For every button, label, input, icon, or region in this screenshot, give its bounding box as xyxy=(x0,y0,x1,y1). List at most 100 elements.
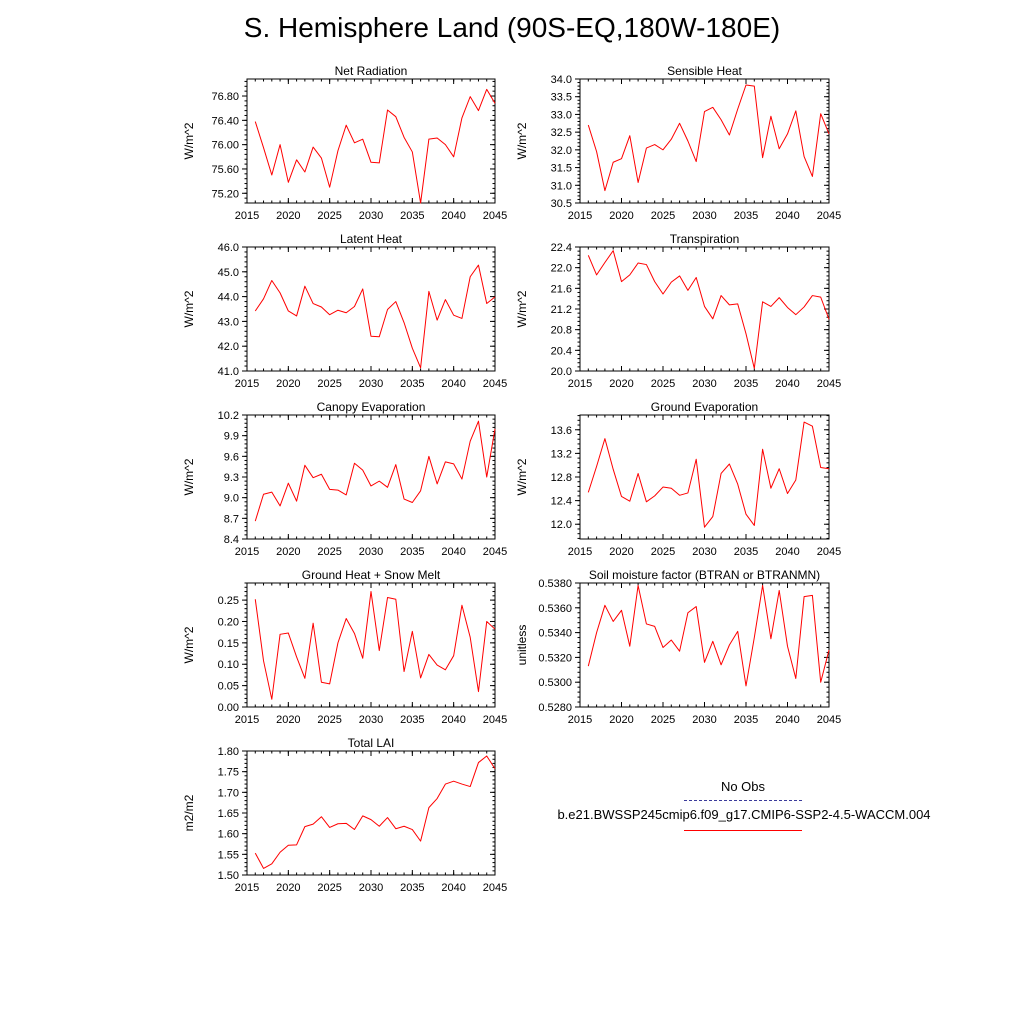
y-tick-label: 13.2 xyxy=(551,448,572,460)
chart-panel-3: Latent Heat W/m^2 2015 2020 2025 2030 2035 2040… xyxy=(182,232,507,390)
y-tick-label: 0.5320 xyxy=(538,652,572,664)
y-tick-label: 1.75 xyxy=(218,767,239,779)
x-tick-label: 2040 xyxy=(775,714,799,726)
chart-panel-5: Canopy Evaporation W/m^2 2015 2020 2025 2030 2… xyxy=(182,400,507,558)
y-tick-label: 1.80 xyxy=(218,746,239,758)
x-tick-label: 2045 xyxy=(483,210,507,222)
y-tick-label: 21.2 xyxy=(551,304,572,316)
y-tick-label: 1.60 xyxy=(218,829,239,841)
y-axis-label: W/m^2 xyxy=(182,626,196,663)
x-tick-label: 2025 xyxy=(317,714,341,726)
x-tick-label: 2045 xyxy=(483,378,507,390)
y-tick-label: 45.0 xyxy=(218,267,239,279)
chart-panel-7: Ground Heat + Snow Melt W/m^2 2015 2020 2025… xyxy=(182,568,507,726)
chart-panel-8: Soil moisture factor (BTRAN or BTRANMN) u… xyxy=(515,568,841,726)
series-line xyxy=(254,420,496,522)
series-line xyxy=(587,584,830,687)
x-tick-label: 2020 xyxy=(609,378,633,390)
y-tick-label: 0.10 xyxy=(218,659,239,671)
x-tick-label: 2025 xyxy=(317,546,341,558)
x-tick-label: 2025 xyxy=(651,546,675,558)
chart-panel-9: Total LAI m2/m2 2015 2020 2025 2030 2035 2040 20… xyxy=(182,736,507,894)
y-tick-label: 0.20 xyxy=(218,616,239,628)
x-tick-label: 2035 xyxy=(734,378,758,390)
x-tick-label: 2015 xyxy=(235,546,259,558)
y-tick-label: 0.25 xyxy=(218,595,239,607)
x-tick-label: 2045 xyxy=(483,546,507,558)
y-tick-label: 43.0 xyxy=(218,316,239,328)
y-tick-label: 41.0 xyxy=(218,366,239,378)
x-tick-label: 2040 xyxy=(441,714,465,726)
y-tick-label: 9.9 xyxy=(224,431,239,443)
chart-title: Soil moisture factor (BTRAN or BTRANMN) xyxy=(589,568,820,582)
x-tick-label: 2020 xyxy=(276,210,300,222)
y-tick-label: 0.05 xyxy=(218,681,239,693)
x-tick-label: 2020 xyxy=(276,882,300,894)
y-tick-label: 76.40 xyxy=(211,115,239,127)
plot-frame xyxy=(246,582,496,708)
plot-frame xyxy=(246,414,496,540)
x-tick-label: 2045 xyxy=(817,378,841,390)
y-tick-label: 0.5340 xyxy=(538,628,572,640)
series-line xyxy=(587,421,830,528)
chart-title: Latent Heat xyxy=(340,232,403,246)
series-line xyxy=(587,250,830,369)
y-tick-label: 12.0 xyxy=(551,519,572,531)
y-tick-label: 9.6 xyxy=(224,451,239,463)
chart-title: Net Radiation xyxy=(335,64,408,78)
x-tick-label: 2015 xyxy=(235,714,259,726)
chart-panel-2: Sensible Heat W/m^2 2015 2020 2025 2030 2035 20… xyxy=(515,64,841,222)
x-tick-label: 2025 xyxy=(317,378,341,390)
series-line xyxy=(587,84,830,192)
y-tick-label: 46.0 xyxy=(218,242,239,254)
y-tick-label: 21.6 xyxy=(551,283,572,295)
x-tick-label: 2020 xyxy=(276,546,300,558)
x-tick-label: 2035 xyxy=(734,546,758,558)
x-tick-label: 2025 xyxy=(651,714,675,726)
plot-frame xyxy=(246,78,496,204)
x-tick-label: 2025 xyxy=(651,210,675,222)
y-tick-label: 75.60 xyxy=(211,164,239,176)
x-tick-label: 2015 xyxy=(235,378,259,390)
y-tick-label: 0.5280 xyxy=(538,702,572,714)
y-tick-label: 8.7 xyxy=(224,513,239,525)
y-tick-label: 42.0 xyxy=(218,341,239,353)
chart-title: Ground Evaporation xyxy=(651,400,758,414)
x-tick-label: 2020 xyxy=(276,714,300,726)
x-tick-label: 2030 xyxy=(692,378,716,390)
page-title: S. Hemisphere Land (90S-EQ,180W-180E) xyxy=(243,12,781,43)
chart-title: Total LAI xyxy=(348,736,395,750)
y-tick-label: 22.0 xyxy=(551,263,572,275)
x-tick-label: 2030 xyxy=(359,714,383,726)
y-axis-label: m2/m2 xyxy=(182,794,196,831)
y-tick-label: 76.00 xyxy=(211,140,239,152)
y-tick-label: 20.8 xyxy=(551,325,572,337)
y-tick-label: 31.0 xyxy=(551,180,572,192)
x-tick-label: 2030 xyxy=(359,378,383,390)
x-tick-label: 2015 xyxy=(235,210,259,222)
y-tick-label: 34.0 xyxy=(551,74,572,86)
series-line xyxy=(254,264,496,369)
x-tick-label: 2045 xyxy=(817,714,841,726)
x-tick-label: 2045 xyxy=(483,714,507,726)
y-tick-label: 1.70 xyxy=(218,787,239,799)
plot-frame xyxy=(246,246,496,372)
y-tick-label: 31.5 xyxy=(551,163,572,175)
x-tick-label: 2015 xyxy=(568,210,592,222)
y-tick-label: 20.0 xyxy=(551,366,572,378)
x-tick-label: 2030 xyxy=(359,546,383,558)
y-axis-label: unitless xyxy=(515,625,529,666)
x-tick-label: 2020 xyxy=(276,378,300,390)
x-tick-label: 2045 xyxy=(817,210,841,222)
x-tick-label: 2040 xyxy=(441,882,465,894)
y-tick-label: 75.20 xyxy=(211,188,239,200)
y-tick-label: 76.80 xyxy=(211,91,239,103)
y-tick-label: 20.4 xyxy=(551,345,572,357)
y-tick-label: 33.0 xyxy=(551,109,572,121)
y-tick-label: 1.50 xyxy=(218,870,239,882)
x-tick-label: 2015 xyxy=(235,882,259,894)
x-tick-label: 2025 xyxy=(317,882,341,894)
x-tick-label: 2020 xyxy=(609,714,633,726)
x-tick-label: 2035 xyxy=(400,882,424,894)
y-tick-label: 0.00 xyxy=(218,702,239,714)
